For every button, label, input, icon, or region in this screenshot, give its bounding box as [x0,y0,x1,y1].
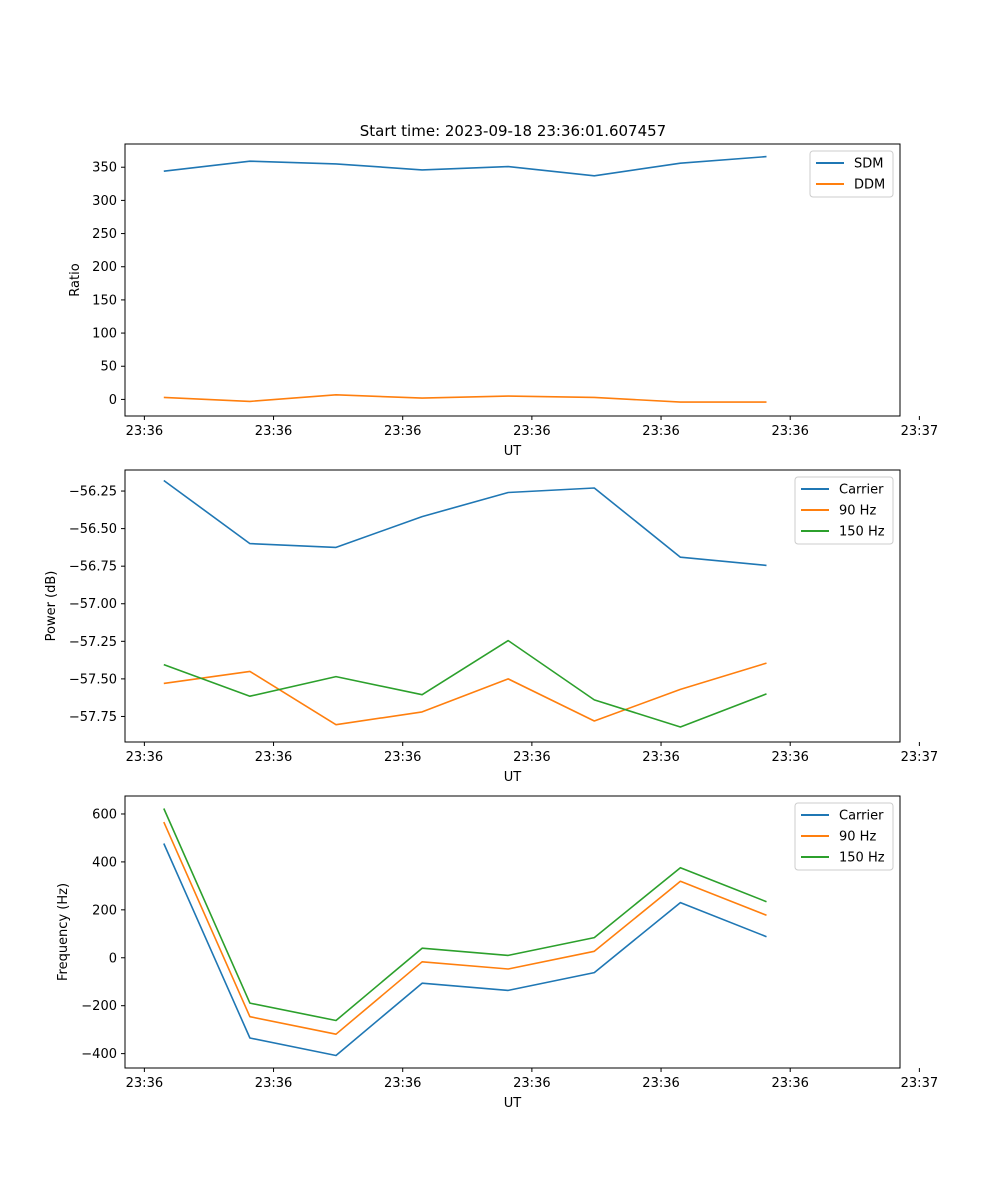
x-tick-label: 23:36 [255,424,292,439]
y-tick-label: −200 [81,999,117,1014]
y-tick-label: −400 [81,1047,117,1062]
x-tick-label: 23:36 [642,424,679,439]
legend: Carrier 90 Hz 150 Hz [794,802,894,871]
plot-area-frame [124,469,901,743]
series-line-90hz [163,821,767,1035]
y-tick-label: 150 [92,293,117,308]
x-tick-label: 23:36 [771,750,808,765]
y-axis-ticks: −57.75 −57.50 −57.25 −57.00 −56.75 −56.50 −56.… [69,485,125,725]
x-axis-label: UT [504,444,522,459]
series-line-sdm [163,155,767,177]
y-axis-ticks: −400 −200 0 200 400 600 [81,807,125,1062]
x-axis-ticks: 23:36 23:36 23:36 23:36 23:36 23:36 23:37 [126,416,938,439]
y-tick-label: 200 [92,260,117,275]
x-tick-label: 23:36 [255,1076,292,1091]
legend-label-150hz: 150 Hz [839,851,885,866]
panel-power: −57.75 −57.50 −57.25 −57.00 −56.75 −56.50 −56.… [44,469,938,785]
x-tick-label: 23:37 [901,424,938,439]
series-line-90hz [163,662,767,726]
series-lines [163,479,767,728]
x-tick-label: 23:36 [642,1076,679,1091]
x-tick-label: 23:36 [513,750,550,765]
x-tick-label: 23:36 [513,1076,550,1091]
x-tick-label: 23:36 [384,1076,421,1091]
y-tick-label: −57.50 [69,672,117,687]
legend-label-carrier: Carrier [839,809,884,824]
y-axis-label: Frequency (Hz) [56,883,71,981]
legend-label-150hz: 150 Hz [839,525,885,540]
x-tick-label: 23:36 [255,750,292,765]
x-tick-label: 23:36 [642,750,679,765]
x-tick-label: 23:36 [513,424,550,439]
x-tick-label: 23:36 [126,750,163,765]
y-tick-label: 600 [92,807,117,822]
legend: Carrier 90 Hz 150 Hz [794,476,894,545]
legend-label-90hz: 90 Hz [839,504,876,519]
y-tick-label: −57.00 [69,597,117,612]
y-tick-label: 50 [100,360,117,375]
series-line-ddm [163,393,767,403]
y-tick-label: −56.50 [69,522,117,537]
panel-ratio: Start time: 2023-09-18 23:36:01.607457 0… [68,122,938,459]
y-tick-label: 100 [92,327,117,342]
x-tick-label: 23:37 [901,750,938,765]
x-tick-label: 23:36 [771,1076,808,1091]
y-tick-label: 200 [92,903,117,918]
x-axis-label: UT [504,1096,522,1111]
y-tick-label: 0 [109,951,117,966]
y-tick-label: 300 [92,194,117,209]
y-axis-ticks: 0 50 100 150 200 250 300 350 [92,161,125,408]
y-tick-label: −57.25 [69,635,117,650]
y-tick-label: 350 [92,161,117,176]
y-tick-label: 400 [92,855,117,870]
legend-label-sdm: SDM [854,157,883,172]
x-axis-ticks: 23:36 23:36 23:36 23:36 23:36 23:36 23:37 [126,1068,938,1091]
x-axis-ticks: 23:36 23:36 23:36 23:36 23:36 23:36 23:37 [126,742,938,765]
x-tick-label: 23:37 [901,1076,938,1091]
legend-label-carrier: Carrier [839,483,884,498]
x-axis-label: UT [504,770,522,785]
y-axis-label: Ratio [68,263,83,296]
legend-box [794,802,894,871]
series-line-150hz [163,639,767,728]
x-tick-label: 23:36 [384,424,421,439]
x-tick-label: 23:36 [384,750,421,765]
series-lines [163,155,767,403]
y-tick-label: −56.25 [69,485,117,500]
y-tick-label: 0 [109,393,117,408]
x-tick-label: 23:36 [126,424,163,439]
plot-area-frame [124,795,901,1069]
legend-box [794,476,894,545]
series-line-carrier [163,843,767,1057]
y-axis-label: Power (dB) [44,571,59,642]
x-tick-label: 23:36 [126,1076,163,1091]
plot-area-frame [124,143,901,417]
x-tick-label: 23:36 [771,424,808,439]
y-tick-label: 250 [92,227,117,242]
legend-label-ddm: DDM [854,178,885,193]
series-line-carrier [163,479,767,567]
legend-label-90hz: 90 Hz [839,830,876,845]
legend: SDM DDM [809,150,894,198]
y-tick-label: −57.75 [69,710,117,725]
chart-title: Start time: 2023-09-18 23:36:01.607457 [360,122,666,140]
series-lines [163,808,767,1057]
y-tick-label: −56.75 [69,560,117,575]
series-line-150hz [163,808,767,1022]
